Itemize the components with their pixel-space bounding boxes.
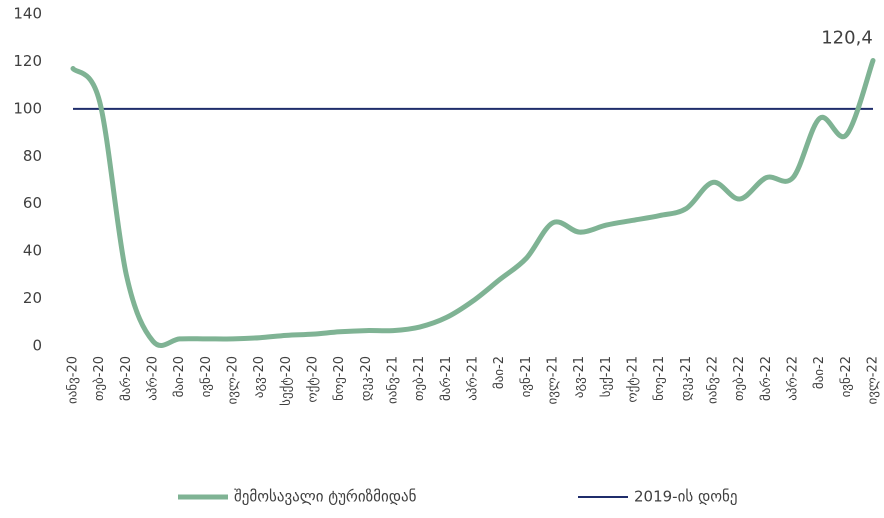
- y-tick-label: 140: [13, 5, 42, 23]
- x-tick-label: აპრ-20: [146, 356, 161, 401]
- x-tick-label: სექ-21: [599, 356, 614, 397]
- x-tick-label: ივლ-21: [546, 356, 561, 404]
- y-tick-label: 0: [32, 337, 42, 355]
- x-tick-label: მარ-20: [119, 356, 134, 401]
- x-tick-label: ივლ-20: [226, 356, 241, 404]
- x-tick-label: იანვ-21: [386, 356, 401, 404]
- x-tick-label: ივლ-22: [866, 356, 881, 404]
- x-tick-label: ოქტ-20: [306, 356, 321, 403]
- x-tick-label: ივნ-22: [839, 356, 854, 397]
- x-tick-label: ივნ-21: [519, 356, 534, 397]
- y-tick-label: 40: [23, 242, 42, 260]
- x-tick-label: აგვ-20: [252, 356, 267, 398]
- y-tick-label: 80: [23, 147, 42, 165]
- x-tick-label: მაი-20: [172, 356, 187, 397]
- y-tick-label: 120: [13, 52, 42, 70]
- x-tick-label: სექტ-20: [279, 356, 294, 406]
- x-tick-label: თებ-21: [412, 356, 427, 401]
- x-tick-label: თებ-22: [732, 356, 747, 401]
- y-tick-label: 100: [13, 99, 42, 117]
- x-tick-label: თებ-20: [92, 356, 107, 401]
- x-tick-label: იანვ-22: [706, 356, 721, 404]
- x-tick-label: ნოე-21: [652, 356, 667, 401]
- x-tick-label: ივნ-20: [199, 356, 214, 397]
- x-tick-label: მარ-21: [439, 356, 454, 401]
- legend-label: 2019-ის დონე: [634, 488, 737, 506]
- x-tick-label: ოქტ-21: [626, 356, 641, 403]
- legend-label: შემოსავალი ტურიზმიდან: [234, 488, 417, 506]
- data-label: 120,4: [821, 27, 873, 48]
- x-tick-label: მაი-2: [812, 356, 827, 389]
- x-tick-label: აპრ-22: [786, 356, 801, 401]
- series-line: [70, 57, 876, 348]
- y-tick-label: 60: [23, 194, 42, 212]
- x-tick-label: მარ-22: [759, 356, 774, 401]
- x-tick-label: დეკ-21: [679, 356, 694, 401]
- x-tick-label: ნოე-20: [332, 356, 347, 401]
- x-tick-label: აგვ-21: [572, 356, 587, 398]
- y-tick-label: 20: [23, 289, 42, 307]
- x-tick-label: მაი-2: [492, 356, 507, 389]
- x-tick-label: დეკ-20: [359, 356, 374, 401]
- x-tick-label: იანვ-20: [66, 356, 81, 404]
- x-tick-label: აპრ-21: [466, 356, 481, 401]
